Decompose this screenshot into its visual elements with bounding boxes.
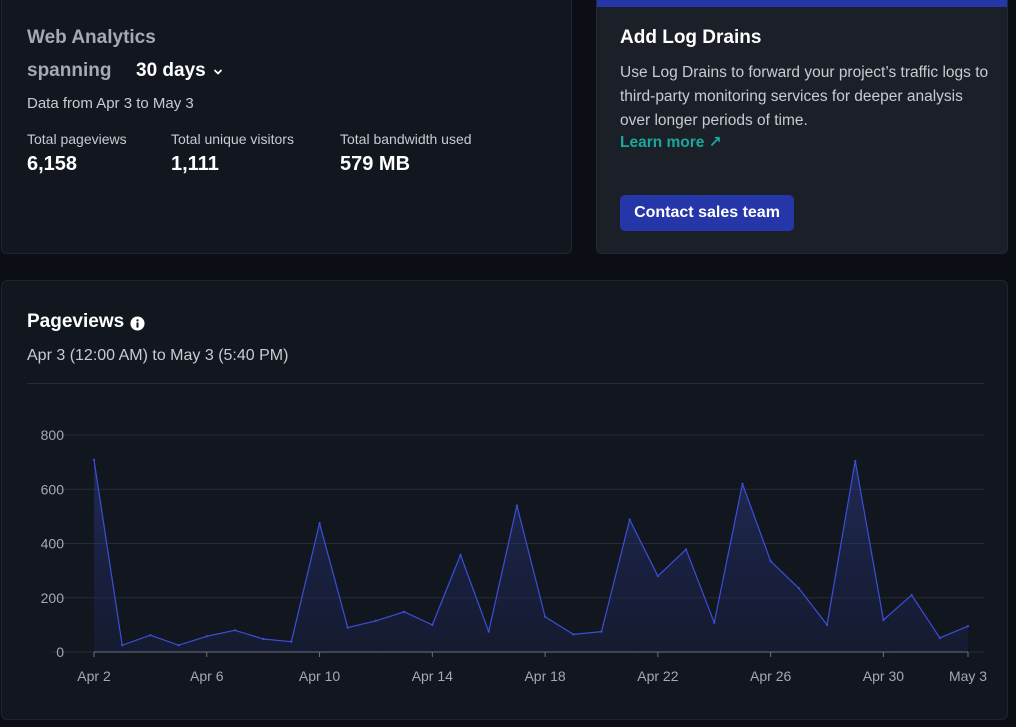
data-point (910, 593, 913, 597)
data-point (825, 623, 829, 627)
log-drains-card: Add Log Drains Use Log Drains to forward… (596, 0, 1008, 254)
data-point (233, 629, 237, 632)
spanning-label: spanning (27, 60, 112, 81)
stat-value-bandwidth: 579 MB (340, 153, 411, 175)
data-point (656, 574, 660, 578)
data-point (854, 459, 857, 462)
data-point (600, 630, 603, 633)
data-point (92, 458, 96, 462)
time-range-dropdown[interactable]: 30 days (136, 60, 224, 82)
data-point (177, 644, 180, 647)
data-point (290, 640, 293, 643)
data-point (459, 553, 462, 557)
data-point (938, 636, 942, 640)
data-point (261, 637, 265, 641)
data-point (346, 626, 349, 629)
time-range-value: 30 days (136, 60, 206, 81)
stat-value-pageviews: 6,158 (27, 153, 78, 175)
contact-sales-button[interactable]: Contact sales team (620, 195, 794, 231)
stat-value-visitors: 1,111 (171, 153, 219, 175)
x-tick-label: Apr 10 (299, 668, 340, 684)
log-drains-description: Use Log Drains to forward your project’s… (620, 64, 989, 129)
web-analytics-card: Web Analytics spanning 30 days Data from… (1, 0, 572, 254)
x-tick-label: Apr 2 (77, 668, 111, 684)
y-tick-label: 0 (56, 644, 64, 660)
log-drains-title: Add Log Drains (620, 27, 762, 48)
pageviews-line (93, 459, 969, 646)
data-point (769, 559, 772, 563)
data-point (205, 635, 208, 638)
data-point (374, 619, 378, 623)
data-point (684, 548, 688, 551)
data-point (120, 644, 124, 647)
accent-bar (597, 0, 1007, 7)
data-point (741, 482, 744, 486)
data-point (543, 615, 547, 618)
data-point (572, 633, 575, 636)
pageviews-date-range: Apr 3 (12:00 AM) to May 3 (5:40 PM) (27, 347, 289, 364)
pageviews-chart: 0 200 400 600 800 Apr 2 Apr 6 Apr 10 Apr 14 Apr 1… (41, 427, 988, 684)
y-tick-label: 600 (41, 481, 65, 497)
data-point (713, 621, 716, 624)
info-icon[interactable] (130, 315, 145, 331)
divider (27, 383, 984, 384)
y-tick-label: 200 (41, 590, 65, 606)
x-tick-label: Apr 14 (412, 668, 453, 684)
data-point (431, 623, 434, 627)
x-tick-label: Apr 30 (863, 668, 904, 684)
pageviews-area (94, 459, 968, 652)
x-tick-label: Apr 18 (524, 668, 565, 684)
stat-label-bandwidth: Total bandwidth used (340, 131, 472, 147)
data-point (966, 625, 970, 628)
x-tick-label: Apr 26 (750, 668, 791, 684)
stat-label-visitors: Total unique visitors (171, 131, 294, 147)
data-point (149, 633, 152, 637)
data-point (797, 587, 801, 590)
data-point (515, 504, 519, 507)
x-tick-label: May 3 (949, 668, 987, 684)
data-point (402, 610, 406, 614)
pageviews-title: Pageviews (27, 311, 125, 332)
data-point (487, 630, 490, 633)
x-tick-label: Apr 22 (637, 668, 678, 684)
web-analytics-title: Web Analytics (27, 27, 156, 48)
stat-label-pageviews: Total pageviews (27, 131, 127, 147)
y-tick-label: 400 (41, 536, 65, 552)
data-point (628, 518, 631, 521)
data-point (318, 521, 321, 525)
learn-more-link[interactable]: Learn more ↗ (620, 134, 722, 151)
pageviews-header: Pageviews (27, 311, 145, 333)
data-point (882, 618, 885, 622)
pageviews-card: Pageviews Apr 3 (12:00 AM) to May 3 (5:4… (1, 280, 1008, 720)
x-tick-label: Apr 6 (190, 668, 224, 684)
data-range-text: Data from Apr 3 to May 3 (27, 95, 194, 112)
chevron-down-icon (213, 69, 222, 75)
y-tick-label: 800 (41, 427, 65, 443)
